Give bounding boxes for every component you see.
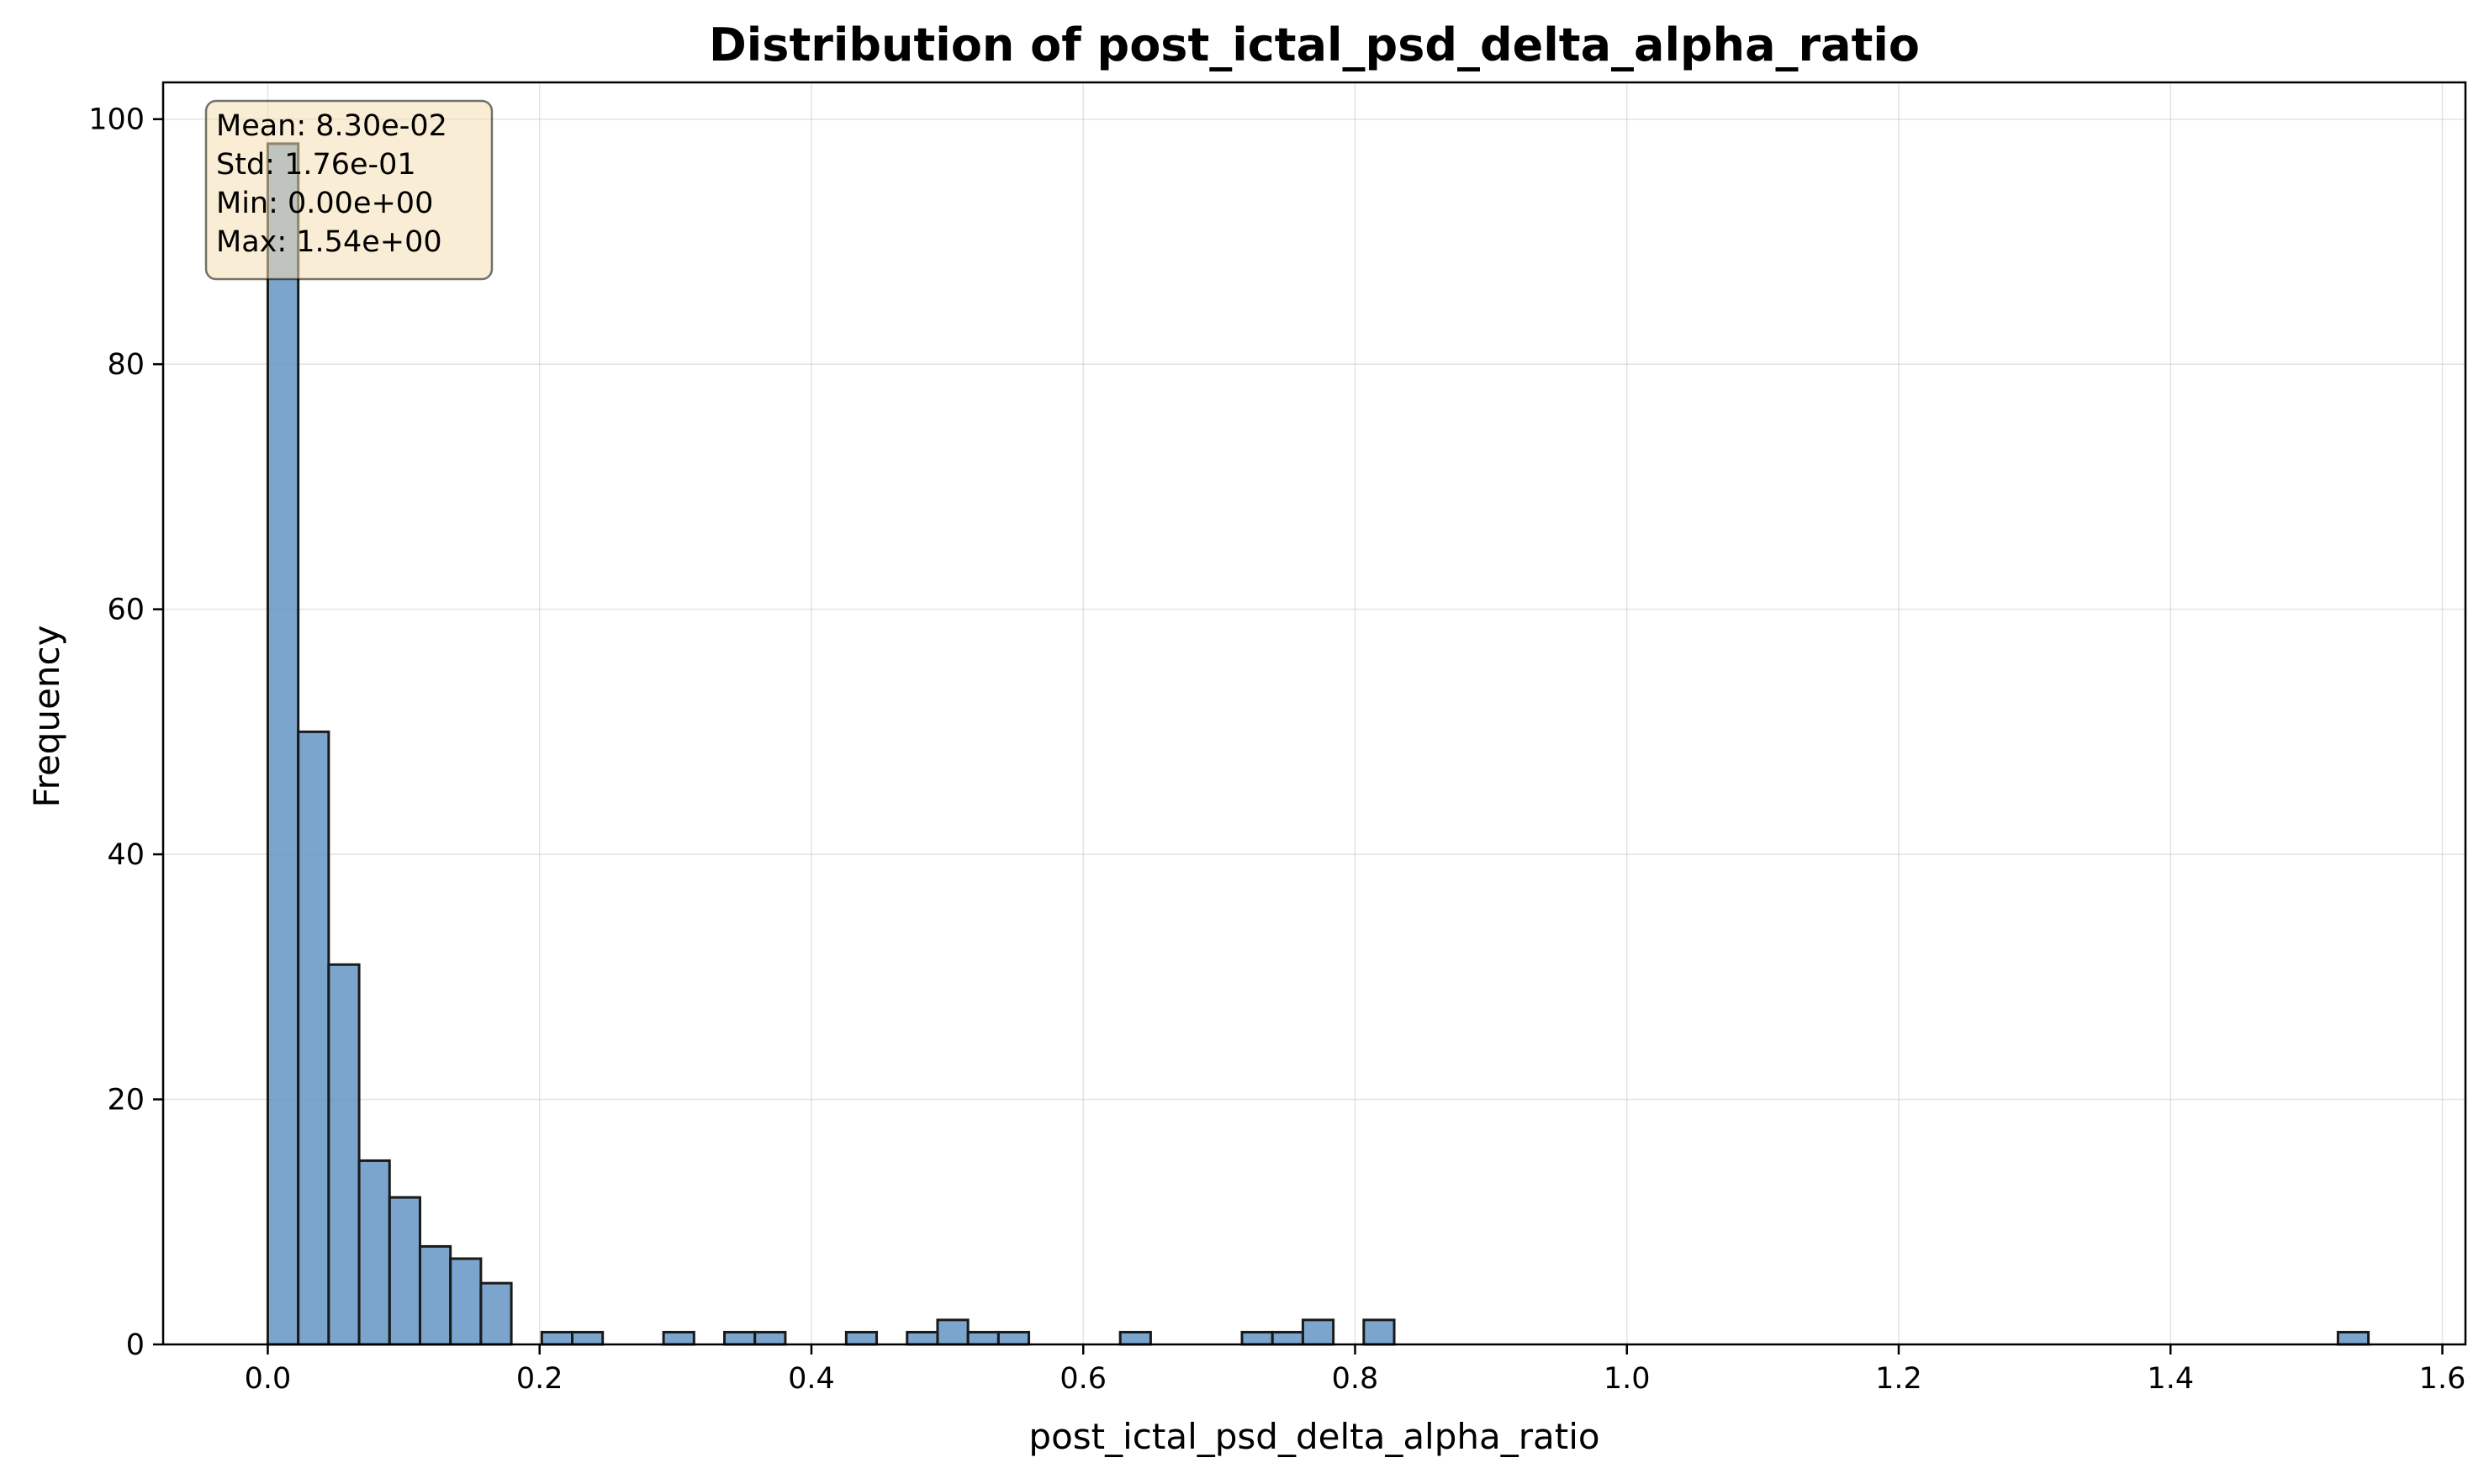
histogram-bar xyxy=(418,1244,452,1346)
y-axis-ticks: 0 20 40 60 80 100 xyxy=(88,103,163,1362)
stats-line: Min: 0.00e+00 xyxy=(216,187,433,220)
y-tick-label: 80 xyxy=(107,348,145,382)
chart-title: Distribution of post_ictal_psd_delta_alp… xyxy=(709,18,1920,71)
histogram-bar xyxy=(357,1159,391,1346)
x-tick-label: 1.4 xyxy=(2147,1362,2194,1396)
histogram-bar xyxy=(906,1330,939,1346)
x-axis-ticks: 0.0 0.2 0.4 0.6 0.8 1.0 1.2 1.4 1.6 xyxy=(245,1344,2466,1396)
histogram-bars xyxy=(266,142,2370,1346)
x-tick-label: 1.2 xyxy=(1875,1362,1922,1396)
histogram-bar xyxy=(753,1330,787,1346)
histogram-bar xyxy=(571,1330,605,1346)
histogram-bar xyxy=(479,1281,513,1346)
x-axis-label: post_ictal_psd_delta_alpha_ratio xyxy=(1028,1416,1599,1457)
y-tick-label: 40 xyxy=(107,838,145,872)
histogram-bar xyxy=(297,730,330,1346)
histogram-bar xyxy=(388,1196,421,1346)
histogram-bar xyxy=(1301,1318,1335,1346)
stats-line: Max: 1.54e+00 xyxy=(216,225,442,259)
stats-box: Mean: 8.30e-02 Std: 1.76e-01 Min: 0.00e+00… xyxy=(204,99,494,281)
stats-box-background xyxy=(204,99,494,281)
histogram-bar xyxy=(1271,1330,1304,1346)
x-tick-label: 0.0 xyxy=(245,1362,292,1396)
histogram-bar xyxy=(844,1330,879,1346)
histogram-bar xyxy=(1240,1330,1274,1346)
histogram-bar xyxy=(2336,1330,2370,1346)
histogram-bar xyxy=(266,142,300,1346)
x-tick-label: 0.8 xyxy=(1332,1362,1379,1396)
grid-lines xyxy=(163,82,2465,1345)
y-axis-label: Frequency xyxy=(26,626,67,808)
y-tick-label: 100 xyxy=(88,103,145,137)
stats-line: Std: 1.76e-01 xyxy=(216,148,416,182)
x-tick-label: 0.2 xyxy=(516,1362,563,1396)
x-tick-label: 0.4 xyxy=(788,1362,835,1396)
y-tick-label: 60 xyxy=(107,594,145,627)
histogram-bar xyxy=(662,1330,695,1346)
x-tick-label: 1.0 xyxy=(1604,1362,1651,1396)
histogram-bar xyxy=(723,1330,757,1346)
histogram-bar xyxy=(327,963,361,1346)
plot-frame xyxy=(161,81,2467,1346)
histogram-bar xyxy=(449,1257,483,1346)
histogram-bar xyxy=(540,1330,574,1346)
histogram-bar xyxy=(1118,1330,1152,1346)
x-tick-label: 1.6 xyxy=(2419,1362,2466,1396)
x-tick-label: 0.6 xyxy=(1060,1362,1107,1396)
histogram-bar xyxy=(996,1330,1031,1346)
histogram-bar xyxy=(1362,1318,1396,1346)
y-tick-label: 0 xyxy=(126,1328,145,1362)
histogram-bar xyxy=(936,1318,970,1346)
histogram-bar xyxy=(966,1330,1000,1346)
y-tick-label: 20 xyxy=(107,1084,145,1117)
stats-line: Mean: 8.30e-02 xyxy=(216,109,447,143)
